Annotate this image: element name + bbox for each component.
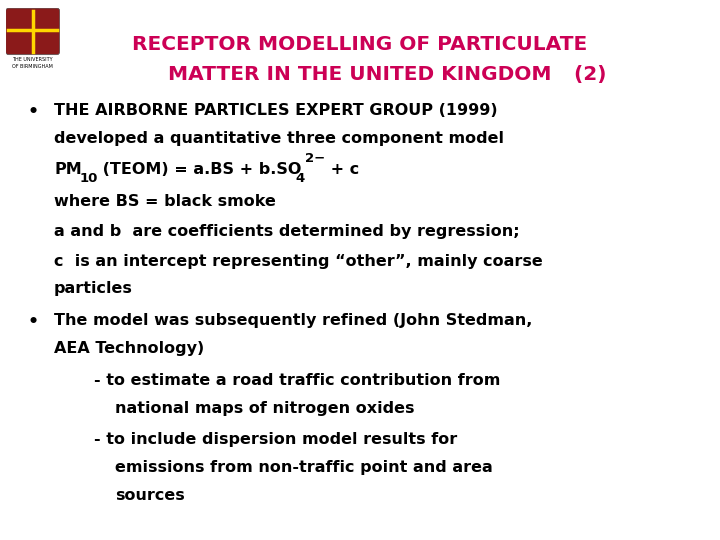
Text: The model was subsequently refined (John Stedman,: The model was subsequently refined (John… xyxy=(54,313,532,328)
Text: 10: 10 xyxy=(80,172,99,185)
Text: - to include dispersion model results for: - to include dispersion model results fo… xyxy=(94,432,457,447)
Text: 2−: 2− xyxy=(305,152,325,165)
Text: sources: sources xyxy=(115,488,185,503)
Text: THE AIRBORNE PARTICLES EXPERT GROUP (1999): THE AIRBORNE PARTICLES EXPERT GROUP (199… xyxy=(54,103,498,118)
Text: - to estimate a road traffic contribution from: - to estimate a road traffic contributio… xyxy=(94,373,500,388)
Text: OF BIRMINGHAM: OF BIRMINGHAM xyxy=(12,64,53,69)
FancyBboxPatch shape xyxy=(6,8,60,55)
Text: •: • xyxy=(27,313,38,331)
Text: developed a quantitative three component model: developed a quantitative three component… xyxy=(54,131,504,146)
Text: MATTER IN THE UNITED KINGDOM: MATTER IN THE UNITED KINGDOM xyxy=(168,65,552,84)
Text: THE UNIVERSITY: THE UNIVERSITY xyxy=(12,57,53,62)
Text: a and b  are coefficients determined by regression;: a and b are coefficients determined by r… xyxy=(54,224,520,239)
Text: AEA Technology): AEA Technology) xyxy=(54,341,204,356)
Text: (TEOM) = a.BS + b.SO: (TEOM) = a.BS + b.SO xyxy=(97,162,302,177)
Text: c  is an intercept representing “other”, mainly coarse: c is an intercept representing “other”, … xyxy=(54,254,543,269)
Text: RECEPTOR MODELLING OF PARTICULATE: RECEPTOR MODELLING OF PARTICULATE xyxy=(132,35,588,54)
Text: national maps of nitrogen oxides: national maps of nitrogen oxides xyxy=(115,401,415,416)
Text: PM: PM xyxy=(54,162,82,177)
Text: + c: + c xyxy=(325,162,359,177)
Text: •: • xyxy=(27,103,38,120)
Text: where BS = black smoke: where BS = black smoke xyxy=(54,194,276,210)
Text: particles: particles xyxy=(54,281,133,296)
Text: 4: 4 xyxy=(295,172,305,185)
Text: (2): (2) xyxy=(567,65,607,84)
Text: emissions from non-traffic point and area: emissions from non-traffic point and are… xyxy=(115,460,493,475)
